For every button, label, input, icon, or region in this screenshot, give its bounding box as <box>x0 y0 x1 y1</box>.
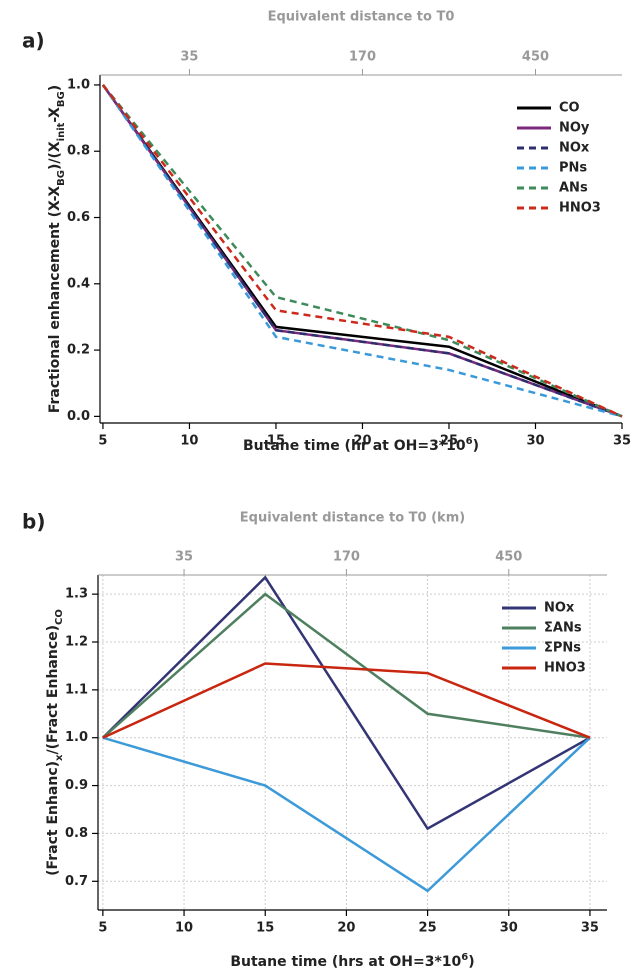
x-tick-label: 20 <box>353 434 371 449</box>
label-part: )/(X <box>47 141 63 170</box>
x2-tick-label: 170 <box>333 550 360 565</box>
x-tick-label: 25 <box>419 921 437 936</box>
y-tick-label: 1.0 <box>67 77 90 92</box>
label-part: /(Fract Enhance) <box>45 625 61 755</box>
series-line <box>101 84 623 418</box>
series-line <box>102 592 591 739</box>
legend-label: ΣANs <box>544 621 582 636</box>
label-part: ) <box>47 85 63 91</box>
y-tick-label: 0.6 <box>67 210 90 225</box>
x-tick-label: 35 <box>613 434 631 449</box>
legend-label: NOx <box>559 141 590 156</box>
panel-label: b) <box>22 510 45 534</box>
x-tick-label: 20 <box>337 921 355 936</box>
legend-label: CO <box>559 101 580 116</box>
y-tick-label: 1.3 <box>65 587 88 602</box>
x-tick-label: 15 <box>256 921 274 936</box>
label-part: init <box>56 122 67 141</box>
y-tick-label: 1.1 <box>65 682 88 697</box>
x-tick-label: 25 <box>440 434 458 449</box>
x-tick-label: 30 <box>500 921 518 936</box>
top-axis-label: Equivalent distance to T0 <box>268 10 455 25</box>
label-part: BG <box>56 91 67 107</box>
label-part: CO <box>54 609 65 625</box>
label-part: -X <box>47 107 63 123</box>
label-part: 6 <box>461 952 468 963</box>
legend-label: ANs <box>559 181 588 196</box>
x-tick-label: 10 <box>180 434 198 449</box>
x2-tick-label: 35 <box>175 550 193 565</box>
label-part: Fractional enhancement (X-X <box>47 186 63 413</box>
label-part: x <box>54 754 65 761</box>
series-line <box>101 575 591 831</box>
y-tick-label: 1.2 <box>65 635 88 650</box>
y-tick-label: 1.0 <box>65 730 88 745</box>
y-axis-label: Fractional enhancement (X-XBG)/(Xinit-XB… <box>47 85 67 413</box>
y-tick-label: 0.9 <box>65 778 88 793</box>
legend-label: ΣPNs <box>544 641 581 656</box>
legend-label: NOx <box>544 601 575 616</box>
series-line <box>101 84 623 418</box>
series-line <box>102 662 591 739</box>
x-axis-label: Butane time (hrs at OH=3*106) <box>230 952 474 971</box>
x-tick-label: 10 <box>175 921 193 936</box>
x-tick-label: 15 <box>267 434 285 449</box>
series-line <box>101 84 623 418</box>
x-tick-label: 5 <box>98 921 107 936</box>
legend-label: HNO3 <box>559 201 601 216</box>
legend-label: NOy <box>559 121 590 136</box>
x-tick-label: 5 <box>98 434 107 449</box>
series-line <box>102 736 591 893</box>
label-part: Butane time (hr at OH=3*10 <box>243 438 466 454</box>
x-axis-label: Butane time (hr at OH=3*106) <box>243 436 479 455</box>
panel-label: a) <box>22 29 45 53</box>
y-tick-label: 0.7 <box>65 874 88 889</box>
y-tick-label: 0.2 <box>67 343 90 358</box>
series-line <box>101 84 623 418</box>
y-axis-label: (Fract Enhanc)x/(Fract Enhance)CO <box>45 609 65 876</box>
x2-tick-label: 450 <box>522 50 549 65</box>
y-tick-label: 0.8 <box>65 826 88 841</box>
label-part: 6 <box>466 436 473 447</box>
x2-tick-label: 35 <box>180 50 198 65</box>
label-part: ) <box>473 438 479 454</box>
series-line <box>101 84 623 418</box>
x2-tick-label: 450 <box>495 550 522 565</box>
top-axis-label: Equivalent distance to T0 (km) <box>240 511 465 526</box>
series-line <box>101 84 623 418</box>
y-tick-label: 0.4 <box>67 276 90 291</box>
label-part: (Fract Enhanc) <box>45 761 61 876</box>
label-part: ) <box>468 954 474 970</box>
y-tick-label: 0.0 <box>67 409 90 424</box>
x2-tick-label: 170 <box>349 50 376 65</box>
label-part: BG <box>56 170 67 186</box>
legend-label: HNO3 <box>544 661 586 676</box>
legend-label: PNs <box>559 161 587 176</box>
y-tick-label: 0.8 <box>67 144 90 159</box>
x-tick-label: 30 <box>526 434 544 449</box>
label-part: Butane time (hrs at OH=3*10 <box>230 954 461 970</box>
x-tick-label: 35 <box>581 921 599 936</box>
